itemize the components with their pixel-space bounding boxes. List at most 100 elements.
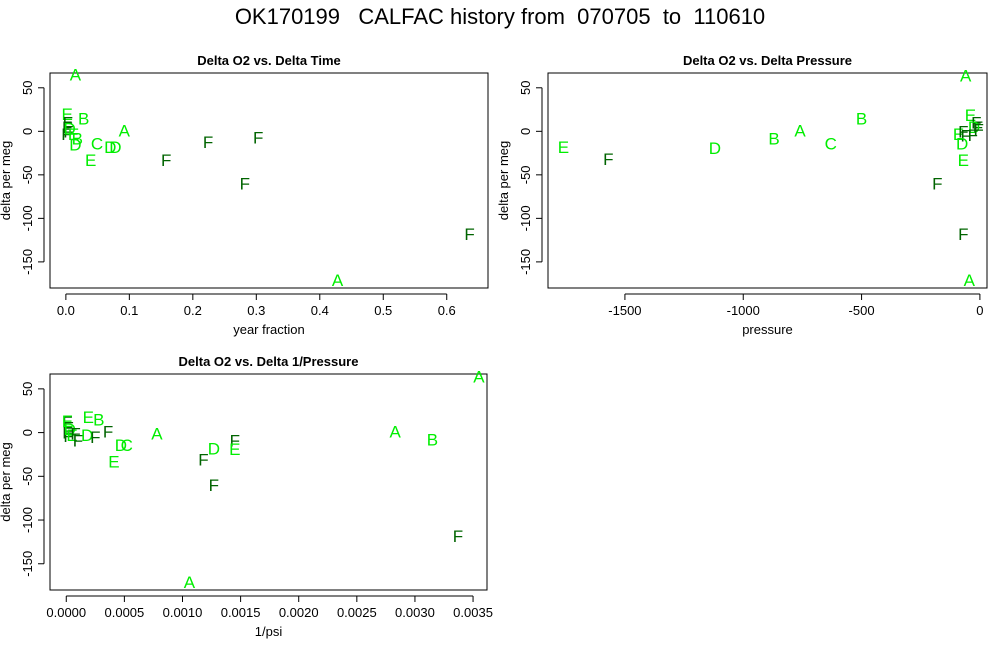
x-tick-label: 0.4 [311,303,329,318]
x-tick-label: 0.0005 [105,605,145,620]
data-point: F [971,114,981,133]
y-tick-label: -150 [518,249,533,275]
data-point: E [958,151,969,170]
data-point: C [121,436,133,455]
data-point: F [61,125,71,144]
panel-title: Delta O2 vs. Delta 1/Pressure [179,354,359,369]
y-tick-label: 50 [20,382,35,396]
y-tick-label: 0 [20,128,35,135]
data-point: A [473,368,485,387]
data-point: A [70,66,82,85]
y-tick-label: -50 [518,165,533,184]
data-point: A [151,424,163,443]
x-axis-label: 1/psi [255,624,283,639]
data-point: F [63,418,73,437]
data-point: F [253,128,263,147]
panel-delta-time: Delta O2 vs. Delta Time year fraction de… [0,53,489,337]
data-point: A [184,573,196,592]
x-axis-label: year fraction [233,322,305,337]
data-point: F [73,431,83,450]
data-point: B [72,129,83,148]
x-tick-label: 0.0015 [221,605,261,620]
data-point: F [968,126,978,145]
data-point: D [64,120,76,139]
data-point: E [62,412,73,431]
data-point: E [229,440,240,459]
y-tick-label: 0 [20,429,35,436]
data-point: F [974,121,984,140]
plot-frame [547,72,988,289]
y-tick-label: -100 [20,507,35,533]
y-tick-label: -50 [20,467,35,486]
data-point: D [69,135,81,154]
y-axis-label: delta per meg [0,141,13,221]
data-point: A [794,121,806,140]
data-point: D [709,139,721,158]
data-point: B [768,129,779,148]
data-point: E [83,408,94,427]
y-tick-label: -100 [20,205,35,231]
data-point: D [968,118,980,137]
panel-title: Delta O2 vs. Delta Pressure [683,53,852,68]
data-point: D [104,138,116,157]
y-tick-label: 0 [518,128,533,135]
y-tick-label: 50 [518,81,533,95]
x-tick-label: 0.0025 [337,605,377,620]
data-point: E [61,105,72,124]
x-tick-label: 0.0010 [163,605,203,620]
data-point: E [68,125,79,144]
x-tick-label: 0.1 [120,303,138,318]
data-point: C [825,135,837,154]
x-tick-label: 0.0000 [46,605,86,620]
data-point: E [965,106,976,125]
data-point: F [958,122,968,141]
data-point: F [973,118,983,137]
y-tick-label: 50 [20,81,35,95]
data-point: F [958,225,968,244]
data-point: F [63,114,73,133]
x-tick-label: -1500 [608,303,641,318]
data-point: F [198,451,208,470]
x-tick-label: 0.0035 [453,605,493,620]
data-point: A [960,67,972,86]
y-axis-label: delta per meg [0,442,13,522]
data-point: B [93,410,104,429]
x-axis-label: pressure [742,322,793,337]
data-point: E [558,138,569,157]
data-point: A [119,121,131,140]
data-point: A [390,423,402,442]
data-point: F [603,150,613,169]
data-point: F [453,527,463,546]
x-tick-label: 0 [976,303,983,318]
data-point: D [115,436,127,455]
x-tick-label: -500 [849,303,875,318]
y-tick-label: -100 [518,205,533,231]
y-axis-label: delta per meg [496,141,511,221]
y-tick-label: -150 [20,249,35,275]
x-tick-label: 0.6 [438,303,456,318]
data-point: F [161,151,171,170]
data-point: E [66,426,77,445]
x-tick-label: 0.0030 [395,605,435,620]
x-tick-label: 0.5 [374,303,392,318]
data-point: A [332,271,344,290]
data-point: F [63,122,73,141]
data-point: F [230,431,240,450]
y-tick-label: -50 [20,165,35,184]
data-point: F [932,175,942,194]
data-point: F [203,133,213,152]
data-point: F [103,423,113,442]
data-point: D [208,439,220,458]
data-point: B [856,109,867,128]
panel-delta-inverse-pressure: Delta O2 vs. Delta 1/Pressure 1/psi delt… [0,354,493,639]
data-point: F [63,427,73,446]
data-point: F [464,225,474,244]
data-point: F [209,476,219,495]
x-tick-label: 0.3 [247,303,265,318]
panel-delta-pressure: Delta O2 vs. Delta Pressure pressure del… [496,53,988,337]
data-point: E [108,452,119,471]
data-point: E [85,151,96,170]
page-title: OK170199 CALFAC history from 070705 to 1… [234,4,766,29]
data-point: D [64,420,76,439]
